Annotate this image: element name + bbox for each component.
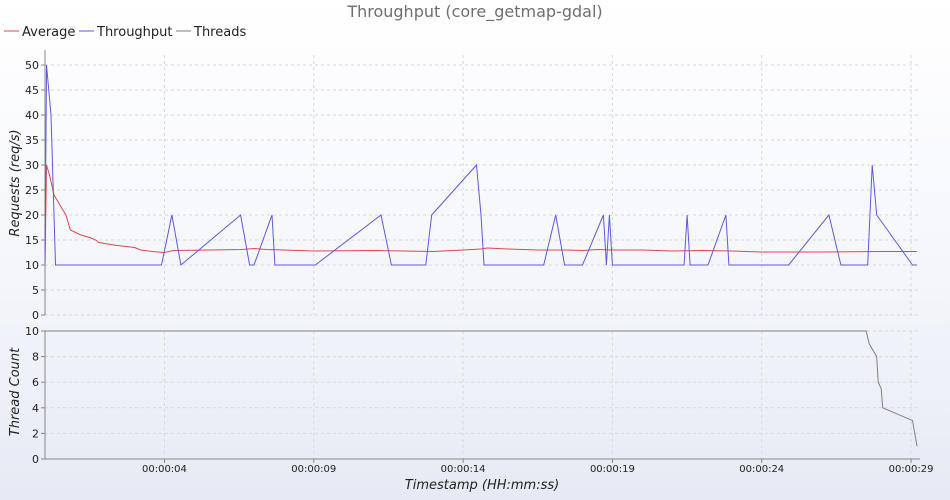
series-line-average <box>44 164 917 266</box>
x-tick-label: 00:00:29 <box>889 464 934 475</box>
top-grid <box>45 55 920 316</box>
bottom-y-axis-label: Thread Count <box>8 347 23 436</box>
bottom-y-tick-label: 2 <box>32 427 39 440</box>
x-tick-label: 00:00:19 <box>590 464 635 475</box>
series-line-throughput <box>44 64 917 266</box>
x-tick-label: 00:00:04 <box>142 464 187 475</box>
bottom-axes: 0 2 4 6 8 10 00:00:04 00:00:09 00:00:14 00:00:19 0… <box>25 325 934 475</box>
bottom-grid <box>45 330 920 460</box>
top-y-tick-label: 30 <box>25 159 39 172</box>
top-y-axis-label: Requests (req/s) <box>8 129 23 236</box>
x-tick-label: 00:00:09 <box>291 464 336 475</box>
bottom-y-tick-label: 10 <box>25 325 39 338</box>
top-y-tick-label: 15 <box>25 234 39 247</box>
legend-label-average: Average <box>22 25 75 40</box>
x-axis-label: Timestamp (HH:mm:ss) <box>405 478 559 493</box>
top-series <box>44 64 917 266</box>
legend: Average Throughput Threads <box>4 25 246 40</box>
top-y-tick-label: 10 <box>25 259 39 272</box>
chart-title: Throughput (core_getmap-gdal) <box>346 2 602 22</box>
top-y-tick-label: 35 <box>25 134 39 147</box>
x-tick-label: 00:00:24 <box>739 464 784 475</box>
top-y-tick-label: 5 <box>32 284 39 297</box>
x-tick-label: 00:00:14 <box>441 464 486 475</box>
bottom-y-tick-label: 6 <box>32 376 39 389</box>
top-y-tick-label: 20 <box>25 209 39 222</box>
top-y-tick-label: 50 <box>25 59 39 72</box>
top-y-tick-label: 40 <box>25 109 39 122</box>
bottom-y-tick-label: 8 <box>32 351 39 364</box>
series-line-threads <box>45 330 918 447</box>
legend-label-throughput: Throughput <box>96 25 173 40</box>
bottom-y-tick-label: 0 <box>32 453 39 466</box>
top-y-tick-label: 45 <box>25 84 39 97</box>
top-y-tick-label: 0 <box>32 309 39 322</box>
bottom-series <box>45 330 918 447</box>
top-axes: 0 5 10 15 20 25 30 35 40 45 50 <box>25 50 46 322</box>
bottom-y-tick-label: 4 <box>32 402 39 415</box>
top-y-tick-label: 25 <box>25 184 39 197</box>
legend-label-threads: Threads <box>193 25 246 40</box>
